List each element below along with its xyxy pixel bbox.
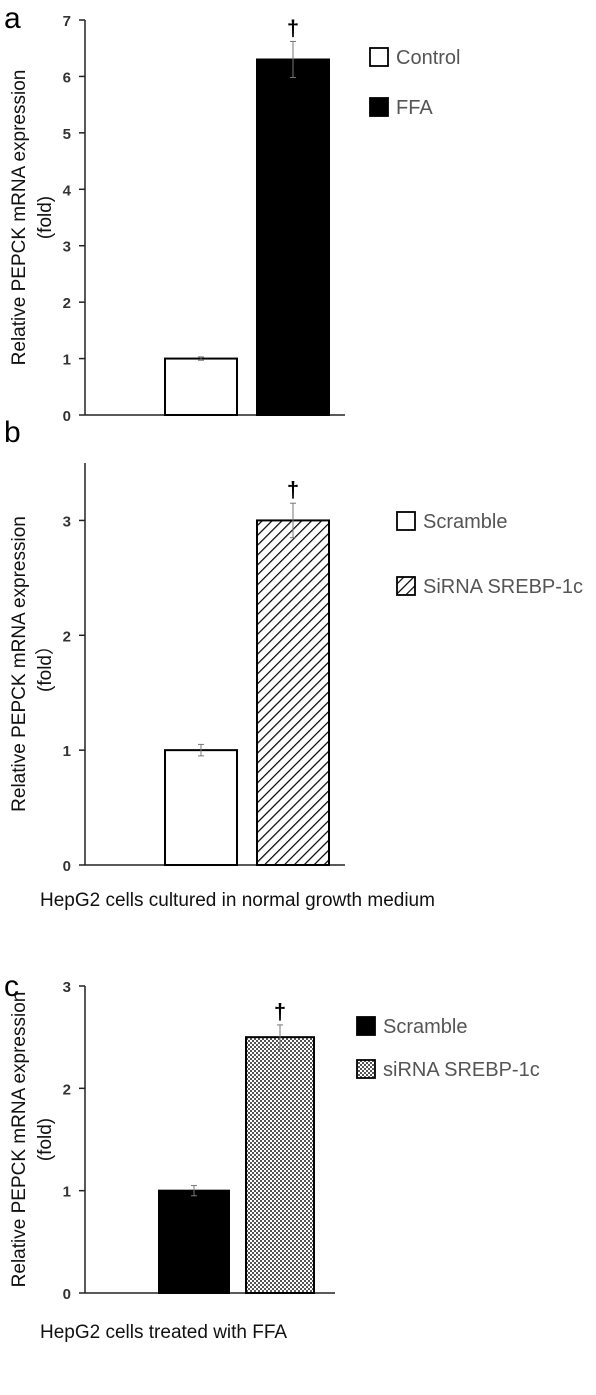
y-tick-label: 6 (63, 69, 71, 86)
bar-1 (164, 749, 238, 867)
error-bar-1 (198, 743, 204, 757)
y-tick-label: 1 (63, 1184, 71, 1201)
legend-swatch-1 (369, 47, 389, 67)
y-tick-label: 3 (63, 979, 71, 996)
y-axis-label: Relative PEPCK mRNA expression (9, 992, 30, 1288)
panel-label: a (4, 2, 21, 35)
error-bar-2 (290, 502, 296, 539)
legend-label-2: FFA (396, 97, 433, 119)
x-axis-label: HepG2 cells cultured in normal growth me… (40, 890, 435, 911)
panel-b: b 0 1 2 3 Relative PEPCK mRNA expression (fold… (4, 416, 583, 911)
y-tick-label: 2 (63, 295, 71, 312)
error-bar-1 (198, 356, 204, 361)
y-tick-label: 1 (63, 352, 71, 369)
panel-c: c 0 1 2 3 Relative PEPCK mRNA expression (fold… (4, 970, 540, 1343)
y-tick-label: 7 (63, 13, 71, 30)
significance-marker: † (274, 999, 286, 1024)
legend-label-2: siRNA SREBP-1c (383, 1059, 540, 1081)
legend-swatch-2 (369, 97, 389, 117)
error-bar-1 (191, 1185, 197, 1197)
legend-label-2: SiRNA SREBP-1c (423, 576, 583, 598)
y-tick-label: 1 (63, 743, 71, 760)
panel-label: b (4, 416, 21, 449)
legend-label-1: Control (396, 47, 460, 69)
y-axis-label-unit: (fold) (35, 1118, 56, 1161)
legend-label-1: Scramble (423, 511, 507, 533)
legend-swatch-2 (356, 1059, 376, 1079)
legend-swatch-1 (396, 511, 416, 531)
y-tick-label: 3 (63, 239, 71, 256)
significance-marker: † (287, 15, 299, 40)
y-tick-label: 3 (63, 513, 71, 530)
panel-a: a 0 1 2 3 4 5 6 7 Relative PEPCK mRNA expression(… (4, 2, 460, 425)
bar-2 (245, 1036, 315, 1294)
y-axis-label-unit: (fold） (34, 636, 56, 692)
y-axis-label: Relative PEPCK mRNA expression (9, 70, 30, 366)
x-axis-label: HepG2 cells treated with FFA (40, 1322, 287, 1343)
legend-swatch-1 (356, 1016, 376, 1036)
y-tick-label: 0 (63, 858, 71, 875)
legend-label-1: Scramble (383, 1016, 467, 1038)
y-axis-label-unit: (fold) (35, 196, 56, 239)
bar-1 (158, 1189, 230, 1294)
y-tick-label: 2 (63, 1081, 71, 1098)
bar-1 (164, 357, 238, 417)
y-tick-label: 0 (63, 408, 71, 425)
y-axis-label: Relative PEPCK mRNA expression (9, 516, 30, 812)
y-tick-label: 5 (63, 126, 71, 143)
legend-swatch-2 (396, 576, 416, 596)
bar-2 (256, 58, 330, 416)
bar-2 (256, 519, 330, 867)
error-bar-2 (290, 40, 296, 79)
significance-marker: † (287, 477, 299, 502)
error-bar-2 (277, 1024, 283, 1050)
panel-label: c (4, 970, 19, 1003)
y-tick-label: 0 (63, 1286, 71, 1303)
y-tick-label: 2 (63, 628, 71, 645)
y-tick-label: 4 (63, 182, 72, 199)
